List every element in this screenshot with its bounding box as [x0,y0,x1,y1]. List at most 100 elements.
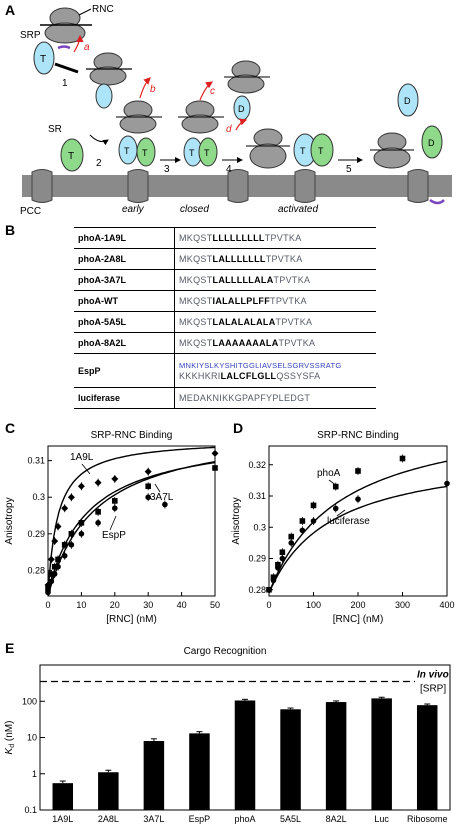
y-tick-label: 0.3 [253,522,266,532]
ribosome-d [224,60,270,121]
x-tick-label: Luc [374,814,389,824]
x-tick-label: Ribosome [407,814,448,824]
x-tick-label: 200 [350,600,365,610]
data-point-luciferase [355,496,361,502]
data-point-EspP [61,541,68,548]
data-point-1A9L [54,522,62,530]
x-tick-label: 300 [395,600,410,610]
early-t1: T [124,146,130,156]
series-label-leader [336,509,346,517]
bar-1A9L [52,783,74,810]
sequence-table: phoA-1A9L MKQSTLLLLLLLLLTPVTKA phoA-2A8L MK… [74,227,376,409]
plot-frame [47,445,216,597]
early-complex [116,100,162,167]
reference-label-2: [SRP] [420,684,446,695]
data-point-3A7L [45,589,51,596]
data-point-luciferase [299,527,306,534]
sequence-name: EspP [74,353,175,388]
sequence-post: QSSYSFA [276,371,321,381]
series-label-EspP: EspP [102,530,126,541]
sr-free [60,138,84,172]
sequence-post: TPVTKA [270,296,307,306]
chart-c: SRP-RNC Binding 0 10 20 30 40 50 0.28 0.29 0.3 0.3… [4,430,220,625]
data-point-3A7L [78,531,85,537]
sequence-name: phoA-WT [74,290,175,312]
data-point-phoA [399,455,406,462]
data-point-luciferase [266,586,272,593]
closed-complex [178,100,224,167]
series-label-leader [154,483,161,493]
y-tick-label: 100 [22,696,37,706]
sequence-row: luciferase MEDAKNIKKGPAPFYPLEDGT [74,387,376,409]
x-tick-label: 2A8L [98,814,119,824]
bar-2A8L [98,772,119,810]
step-4-label: 4 [226,164,232,175]
x-tick-label: 0 [45,600,50,610]
data-point-1A9L [211,449,219,457]
y-axis-label: Anisotropy [231,497,242,544]
y-tick-label: 0.29 [27,529,45,539]
sequence-value: MKQSTLLLLLLLLLTPVTKA [174,227,376,249]
ribosome-d-label: D [238,104,245,114]
y-tick-label: 0.1 [24,805,37,815]
sequence-post: TPVTKA [264,233,302,243]
fit-curve-phoA [268,460,448,594]
step-5-label: 5 [346,164,352,175]
x-tick-label: 5A5L [280,814,301,824]
sequence-row: phoA-WT MKQSTIALALLPLFFTPVTKA [74,290,376,312]
sequence-pre: KKKHKRI [179,371,221,381]
y-axis-label: Anisotropy [4,497,15,544]
data-point-luciferase [310,518,317,524]
x-tick-label: 0 [266,600,271,610]
sequence-row: phoA-5A5L MKQSTLALALALALATPVTKA [74,311,376,333]
data-point-EspP [95,509,101,515]
bar-8A2L [325,702,347,810]
bar-Luc [371,698,392,810]
data-point-1A9L [61,504,69,512]
data-point-luciferase [275,565,281,571]
sequence-value: MKQSTIALALLPLFFTPVTKA [174,290,376,312]
activated-t2: T [318,146,324,156]
bar-3A7L [143,741,165,810]
data-point-luciferase [332,505,339,512]
fit-curve-3A7L [47,461,216,597]
data-point-phoA [355,468,361,474]
sequence-name: luciferase [74,387,175,409]
series-label-leader [109,515,117,531]
data-point-1A9L [111,475,119,483]
data-point-EspP [112,498,118,504]
x-tick-label: 20 [110,600,120,610]
sequence-name: phoA-8A2L [74,332,175,354]
sequence-core: LALCFLGLL [220,371,277,381]
srp-label: SRP [20,30,41,41]
y-tick-label: 0.32 [248,460,266,470]
y-tick-label: 0.3 [32,492,45,502]
series-label-phoA: phoA [317,468,341,479]
y-tick-label: 1 [32,769,37,779]
sequence-post: TPVTKA [273,275,311,285]
data-point-3A7L [162,501,168,508]
y-tick-label: 10 [27,733,37,743]
data-point-EspP [145,483,151,490]
data-point-phoA [310,502,317,509]
x-tick-label: phoA [234,814,255,824]
data-point-luciferase [288,540,295,546]
sequence-core: LLLLLLLLL [212,233,265,243]
panel-c-letter: C [5,420,16,436]
data-point-luciferase [279,555,286,562]
y-tick-label: 0.28 [27,565,45,575]
step-3-label: 3 [164,164,170,175]
data-point-luciferase [270,577,277,584]
activated-complex [246,128,334,169]
data-point-3A7L [61,552,68,559]
data-point-1A9L [77,482,85,490]
bar-phoA [234,700,256,810]
fit-curve-1A9L [47,446,216,593]
sequence-post: TPVTKA [278,338,316,348]
x-tick-label: 3A7L [143,814,164,824]
data-point-EspP [212,465,218,471]
sequence-name: phoA-3A7L [74,269,175,291]
sequence-row: phoA-8A2L MKQSTLAAAAAAALATPVTKA [74,332,376,354]
panel-a-diagram: RNC T SRP a 1 T SR 2 T T b early PCC 3 T… [20,4,452,217]
data-point-3A7L [55,563,61,570]
